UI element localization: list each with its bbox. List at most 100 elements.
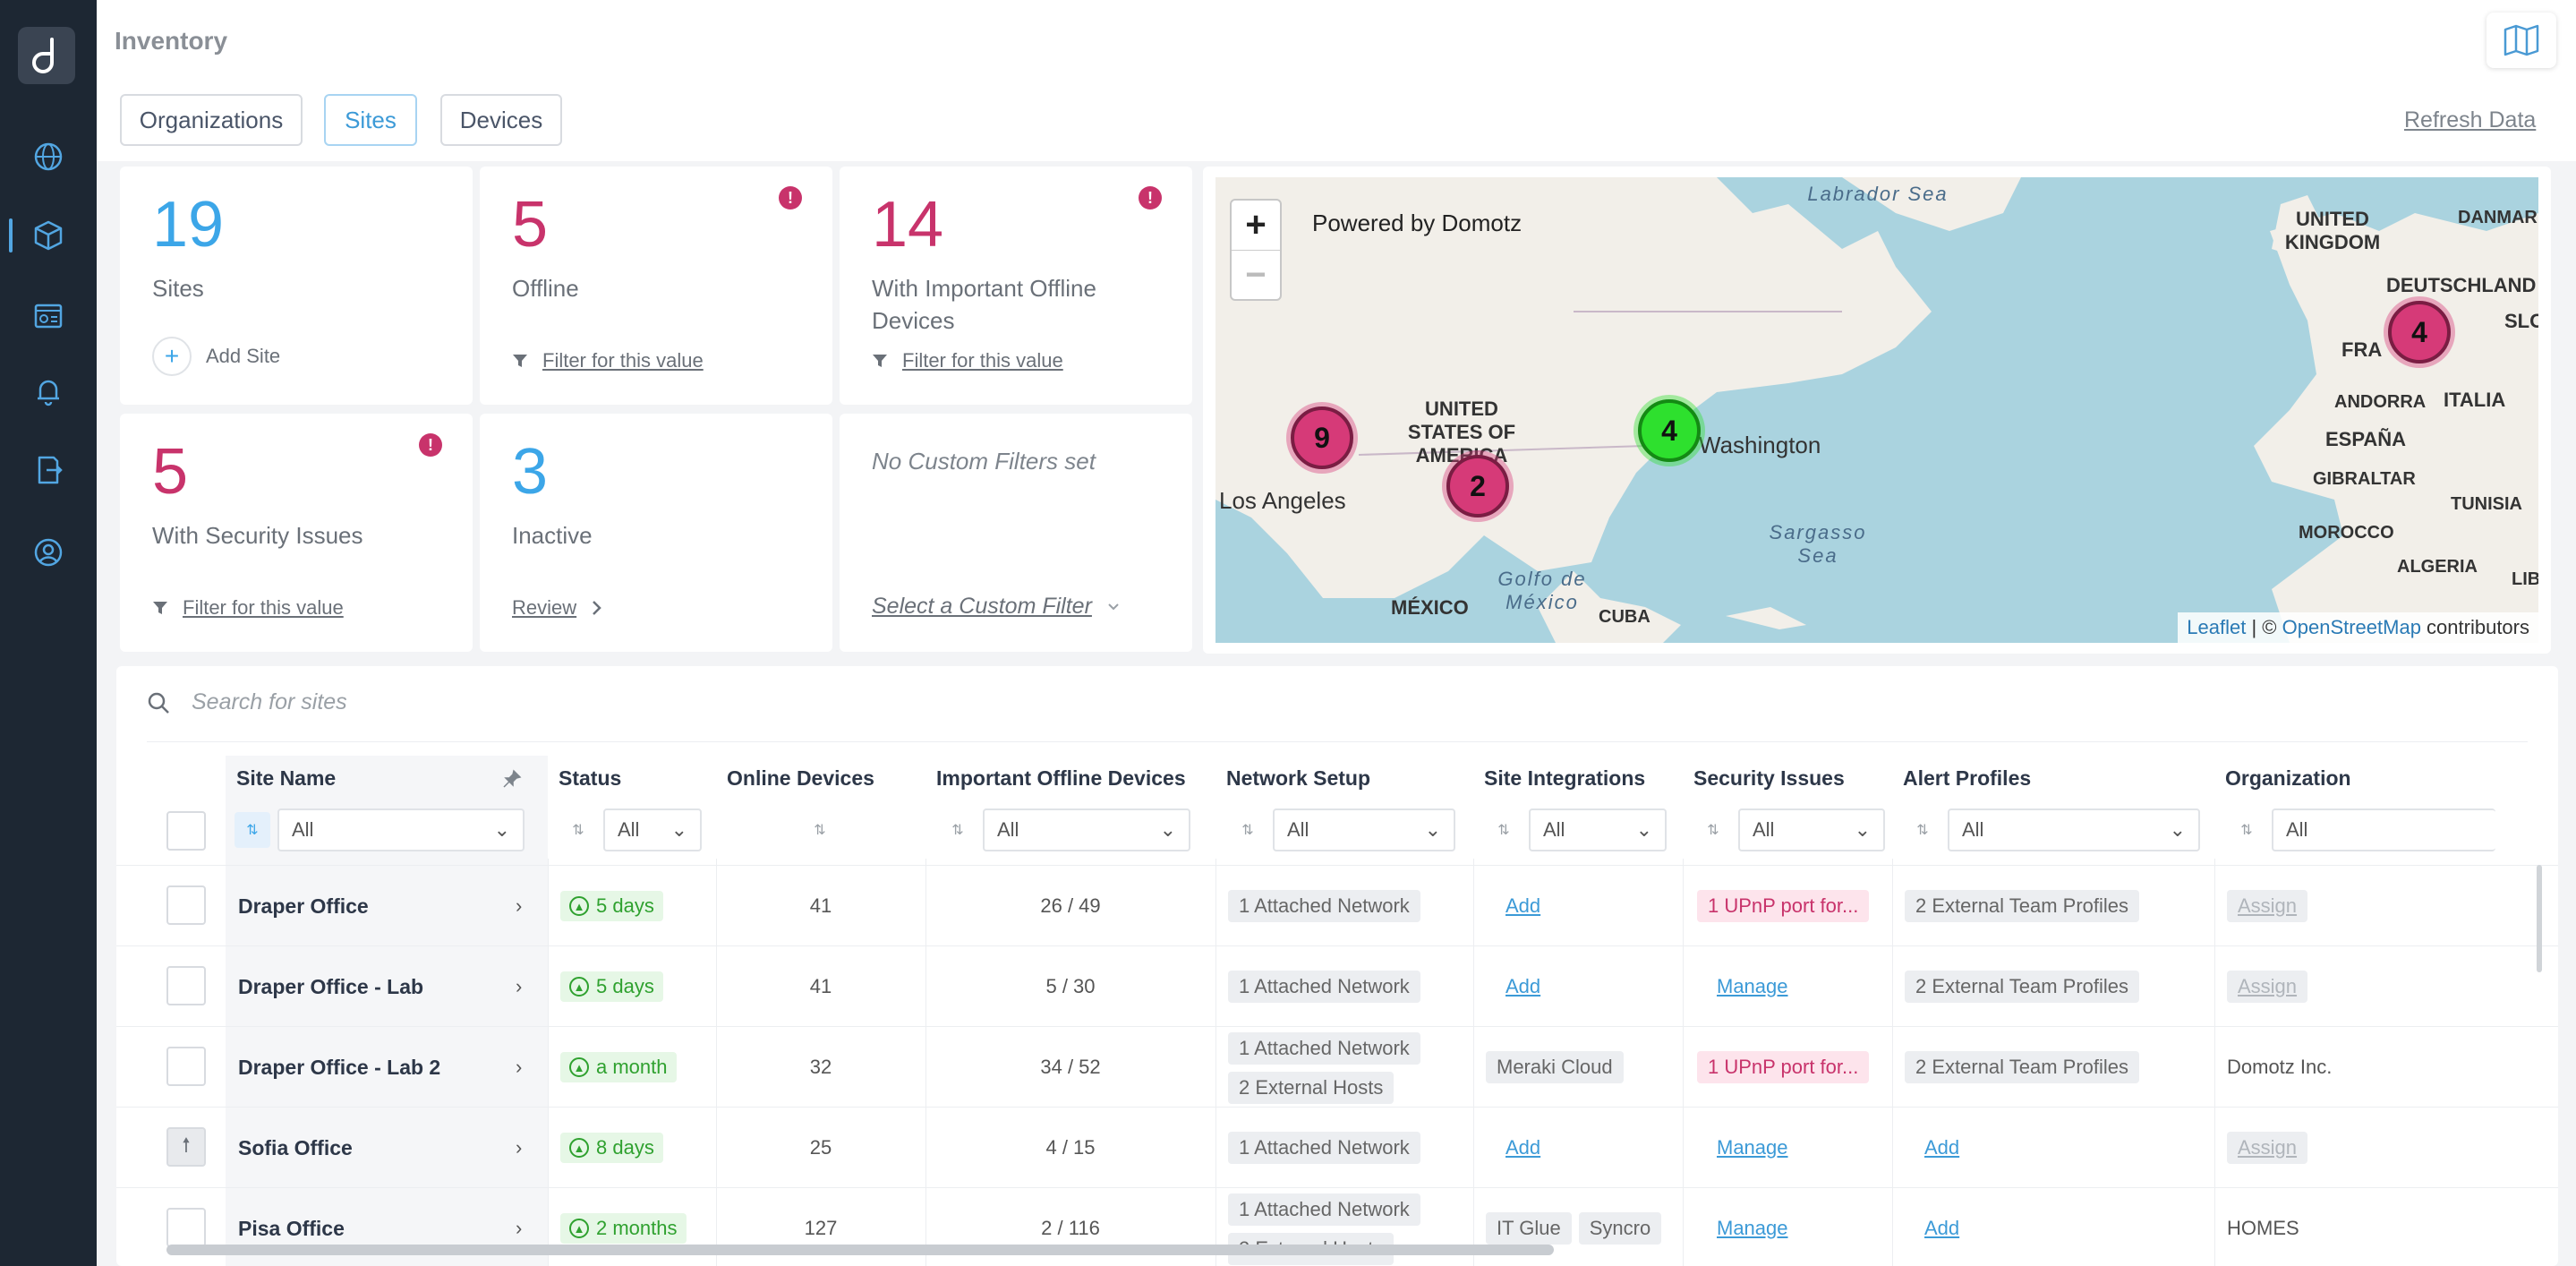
col-header-security-issues[interactable]: Security Issues xyxy=(1693,766,1845,790)
domotz-logo[interactable] xyxy=(18,27,75,84)
chevron-right-icon[interactable]: › xyxy=(516,894,523,917)
table-row[interactable]: 🠕 Sofia Office › ▲ 8 days 25 4 / 15 1 Att… xyxy=(116,1107,2558,1187)
col-header-alert-profiles[interactable]: Alert Profiles xyxy=(1903,766,2032,790)
site-name[interactable]: Sofia Office xyxy=(238,1135,353,1159)
assign-org-button[interactable]: Assign xyxy=(2227,890,2308,922)
select-custom-filter[interactable]: Select a Custom Filter xyxy=(872,594,1121,620)
filter-select-network[interactable]: All ⌄ xyxy=(1273,808,1455,851)
row-checkbox[interactable] xyxy=(166,1047,206,1086)
sort-icon[interactable]: ⇅ xyxy=(1497,823,1510,838)
refresh-data-link[interactable]: Refresh Data xyxy=(2404,107,2537,133)
alert-profiles-add-link[interactable]: Add xyxy=(1924,1217,1960,1239)
search-bar[interactable]: Search for sites xyxy=(147,689,2492,715)
nav-inventory[interactable] xyxy=(0,195,97,276)
sort-icon[interactable]: ⇅ xyxy=(1707,823,1719,838)
table-row[interactable]: Draper Office - Lab 2 › ▲ a month 32 34 /… xyxy=(116,1026,2558,1107)
security-issue-tag[interactable]: 1 UPnP port for... xyxy=(1697,1051,1870,1083)
security-issue-tag[interactable]: 1 UPnP port for... xyxy=(1697,890,1870,922)
sort-icon[interactable]: ⇅ xyxy=(951,823,964,838)
filter-select-alerts[interactable]: All ⌄ xyxy=(1948,808,2200,851)
network-tag[interactable]: 1 Attached Network xyxy=(1228,971,1420,1003)
map-marker-cluster[interactable]: 4 xyxy=(2388,301,2451,364)
nav-globe[interactable] xyxy=(0,116,97,197)
table-row[interactable]: Draper Office - Lab › ▲ 5 days 41 5 / 30 … xyxy=(116,945,2558,1026)
network-tag[interactable]: 1 Attached Network xyxy=(1228,1032,1420,1065)
map-marker-cluster[interactable]: 2 xyxy=(1446,455,1509,518)
col-header-important-offline[interactable]: Important Offline Devices xyxy=(936,766,1186,790)
row-checkbox[interactable] xyxy=(166,966,206,1005)
integrations-add-link[interactable]: Add xyxy=(1506,975,1541,997)
col-header-network-setup[interactable]: Network Setup xyxy=(1226,766,1371,790)
network-tag[interactable]: 1 Attached Network xyxy=(1228,890,1420,922)
tab-devices[interactable]: Devices xyxy=(440,94,562,146)
sites-map[interactable]: + − Powered by Domotz Labrador Sea UNITE… xyxy=(1215,177,2538,643)
col-header-online-devices[interactable]: Online Devices xyxy=(727,766,874,790)
vertical-scrollbar[interactable] xyxy=(2537,865,2542,972)
integrations-add-link[interactable]: Add xyxy=(1506,894,1541,917)
nav-alerts[interactable] xyxy=(0,351,97,432)
site-name[interactable]: Draper Office - Lab 2 xyxy=(238,1055,441,1079)
alert-profiles-tag[interactable]: 2 External Team Profiles xyxy=(1905,1051,2140,1083)
review-link[interactable]: Review xyxy=(512,596,603,620)
sort-icon[interactable]: ⇅ xyxy=(235,812,270,848)
sort-icon[interactable]: ⇅ xyxy=(2240,823,2253,838)
important-offline-filter-link[interactable]: Filter for this value xyxy=(872,349,1063,372)
map-marker-cluster[interactable]: 4 xyxy=(1638,399,1701,462)
integrations-add-link[interactable]: Add xyxy=(1506,1136,1541,1159)
sort-icon[interactable]: ⇅ xyxy=(572,823,584,838)
col-header-site-integrations[interactable]: Site Integrations xyxy=(1484,766,1646,790)
site-name[interactable]: Draper Office xyxy=(238,894,369,918)
integration-tag[interactable]: IT Glue xyxy=(1486,1212,1572,1245)
filter-select-organization[interactable]: All xyxy=(2272,808,2495,851)
add-site-button[interactable]: + Add Site xyxy=(152,337,280,376)
osm-link[interactable]: OpenStreetMap xyxy=(2282,616,2421,638)
row-checkbox[interactable] xyxy=(166,885,206,925)
security-manage-link[interactable]: Manage xyxy=(1717,1136,1788,1159)
network-tag[interactable]: 1 Attached Network xyxy=(1228,1132,1420,1164)
assign-org-button[interactable]: Assign xyxy=(2227,971,2308,1003)
tab-organizations[interactable]: Organizations xyxy=(120,94,303,146)
chevron-right-icon[interactable]: › xyxy=(516,1056,523,1078)
filter-select-site-name[interactable]: All ⌄ xyxy=(277,808,525,851)
sort-icon[interactable]: ⇅ xyxy=(814,823,826,838)
row-checkbox[interactable] xyxy=(166,1208,206,1247)
search-input[interactable]: Search for sites xyxy=(192,689,347,714)
alert-profiles-tag[interactable]: 2 External Team Profiles xyxy=(1905,890,2140,922)
chevron-right-icon[interactable]: › xyxy=(516,1217,523,1239)
zoom-out-button[interactable]: − xyxy=(1232,250,1280,299)
security-filter-link[interactable]: Filter for this value xyxy=(152,596,344,620)
nav-account[interactable] xyxy=(0,512,97,593)
network-tag[interactable]: 1 Attached Network xyxy=(1228,1193,1420,1226)
sort-icon[interactable]: ⇅ xyxy=(1916,823,1929,838)
tab-sites[interactable]: Sites xyxy=(324,94,417,146)
filter-select-important-offline[interactable]: All ⌄ xyxy=(983,808,1190,851)
map-marker-cluster[interactable]: 9 xyxy=(1291,406,1353,469)
site-name[interactable]: Draper Office - Lab xyxy=(238,974,424,998)
filter-select-security[interactable]: All ⌄ xyxy=(1738,808,1885,851)
help-guide-button[interactable] xyxy=(2486,13,2556,68)
sort-icon[interactable]: ⇅ xyxy=(1241,823,1254,838)
row-upload-icon[interactable]: 🠕 xyxy=(166,1127,206,1167)
security-manage-link[interactable]: Manage xyxy=(1717,1217,1788,1239)
col-header-organization[interactable]: Organization xyxy=(2225,766,2351,790)
select-all-checkbox[interactable] xyxy=(166,811,206,851)
col-header-site-name[interactable]: Site Name xyxy=(236,766,337,790)
integration-tag[interactable]: Syncro xyxy=(1578,1212,1662,1245)
assign-org-button[interactable]: Assign xyxy=(2227,1132,2308,1164)
alert-profiles-add-link[interactable]: Add xyxy=(1924,1136,1960,1159)
pin-icon[interactable] xyxy=(501,768,523,790)
site-name[interactable]: Pisa Office xyxy=(238,1216,345,1240)
filter-select-integrations[interactable]: All ⌄ xyxy=(1529,808,1667,851)
external-hosts-tag[interactable]: 2 External Hosts xyxy=(1228,1072,1395,1104)
alert-profiles-tag[interactable]: 2 External Team Profiles xyxy=(1905,971,2140,1003)
offline-filter-link[interactable]: Filter for this value xyxy=(512,349,704,372)
security-manage-link[interactable]: Manage xyxy=(1717,975,1788,997)
filter-select-status[interactable]: All ⌄ xyxy=(603,808,702,851)
zoom-in-button[interactable]: + xyxy=(1245,205,1267,244)
horizontal-scrollbar[interactable] xyxy=(166,1245,1554,1255)
integration-tag[interactable]: Meraki Cloud xyxy=(1486,1051,1624,1083)
col-header-status[interactable]: Status xyxy=(559,766,622,790)
nav-reports[interactable] xyxy=(0,430,97,510)
chevron-right-icon[interactable]: › xyxy=(516,975,523,997)
nav-dashboard[interactable] xyxy=(0,276,97,356)
